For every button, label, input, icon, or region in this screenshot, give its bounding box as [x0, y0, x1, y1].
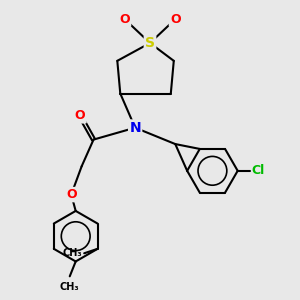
Text: O: O	[119, 13, 130, 26]
Text: Cl: Cl	[251, 164, 264, 177]
Text: S: S	[145, 36, 155, 50]
Text: CH₃: CH₃	[62, 248, 82, 258]
Text: O: O	[170, 13, 181, 26]
Text: O: O	[66, 188, 76, 201]
Text: N: N	[129, 121, 141, 135]
Text: O: O	[75, 109, 86, 122]
Text: CH₃: CH₃	[60, 282, 80, 292]
